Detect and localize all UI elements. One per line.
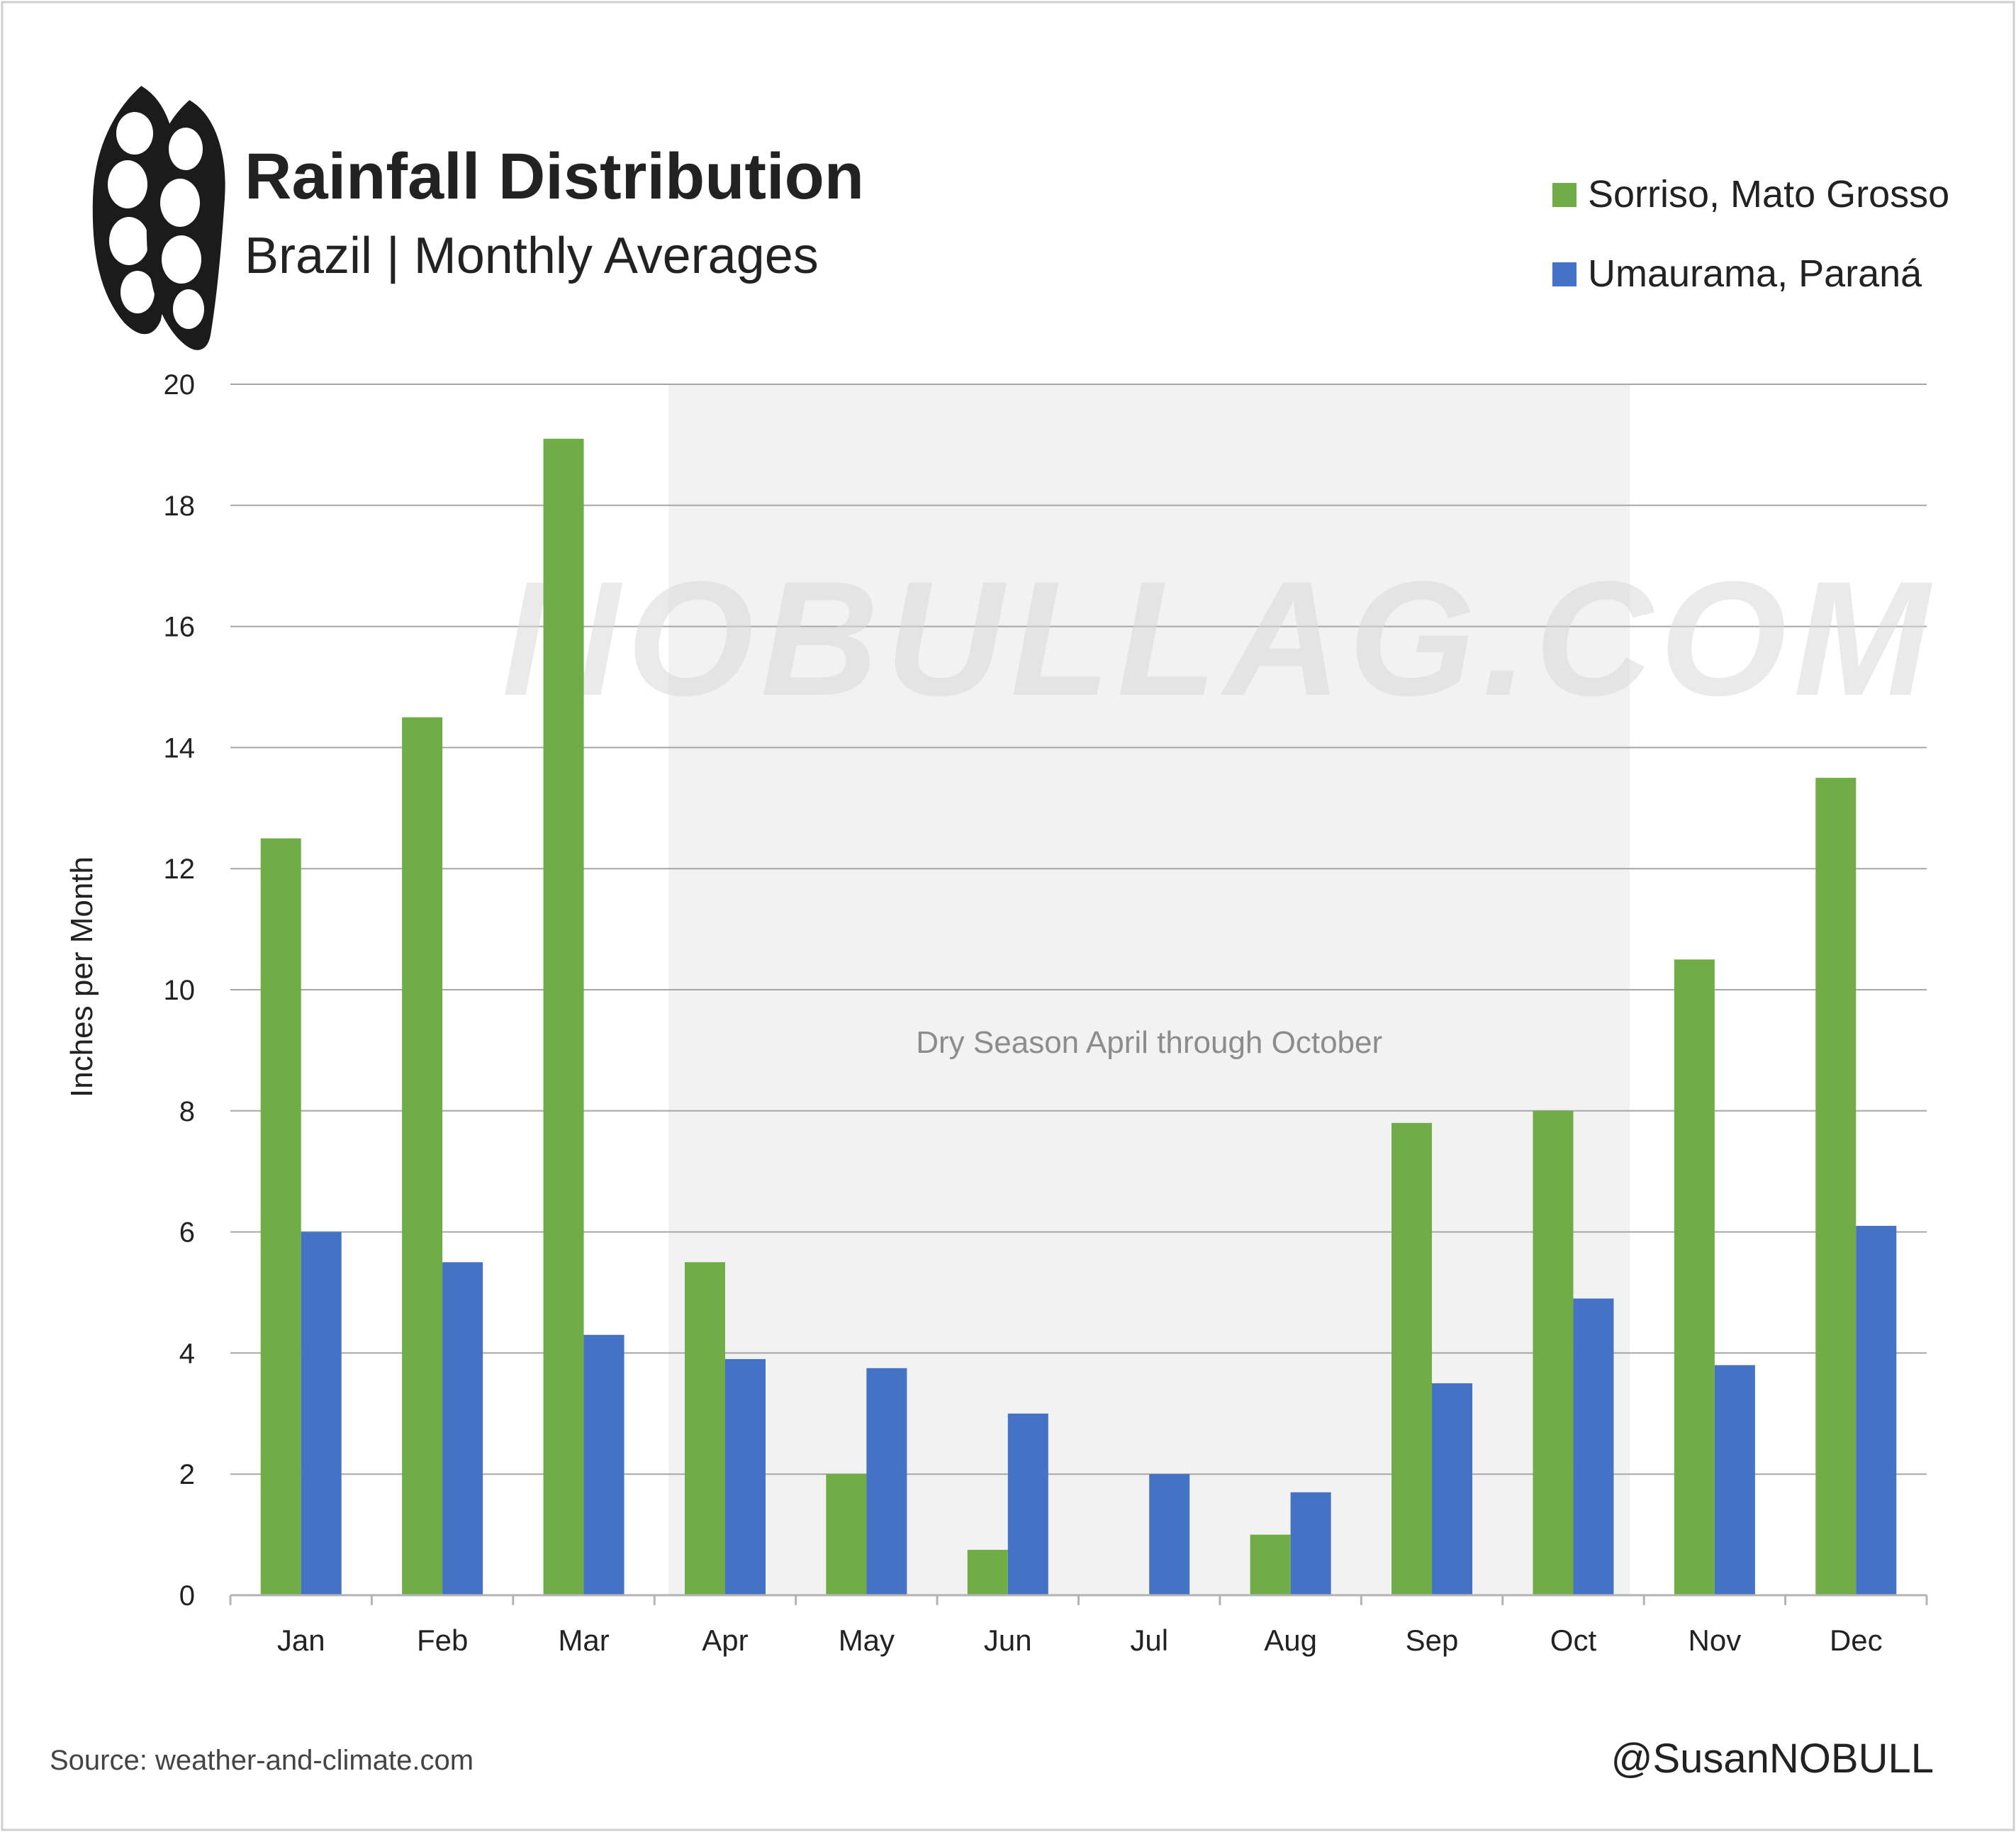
bar-umaurama-sep bbox=[1432, 1383, 1473, 1595]
x-tick-label: Jan bbox=[277, 1624, 325, 1657]
bar-umaurama-aug bbox=[1290, 1492, 1331, 1595]
x-tick-label: Apr bbox=[702, 1624, 748, 1657]
y-tick-label: 10 bbox=[164, 975, 196, 1006]
y-tick-label: 20 bbox=[164, 369, 196, 401]
axis-labels: 0 2 4 6 8 10 12 14 16 18 20 Jan Feb Mar Apr May Jun Jul Au… bbox=[164, 369, 1883, 1657]
x-tick-label: Jun bbox=[984, 1624, 1032, 1657]
bar-sorriso-nov bbox=[1674, 959, 1715, 1595]
bar-sorriso-mar bbox=[543, 438, 584, 1595]
x-tick-label: Feb bbox=[417, 1624, 468, 1657]
chart-title: Rainfall Distribution bbox=[245, 140, 864, 213]
bar-sorriso-oct bbox=[1533, 1110, 1574, 1595]
soybean-pod-icon bbox=[92, 86, 225, 350]
chart-subtitle: Brazil | Monthly Averages bbox=[245, 228, 819, 284]
bar-sorriso-sep bbox=[1391, 1122, 1433, 1595]
y-tick-label: 18 bbox=[164, 491, 196, 522]
bar-umaurama-nov bbox=[1714, 1365, 1755, 1595]
dry-season-annotation: Dry Season April through October bbox=[916, 1025, 1382, 1060]
gridlines bbox=[230, 384, 1927, 1475]
x-tick-label: May bbox=[839, 1624, 895, 1657]
bar-sorriso-aug bbox=[1250, 1534, 1291, 1595]
bar-umaurama-jul bbox=[1149, 1474, 1190, 1595]
bar-umaurama-mar bbox=[583, 1334, 625, 1595]
x-tick-label: Jul bbox=[1130, 1624, 1168, 1657]
y-axis-title: Inches per Month bbox=[65, 856, 99, 1097]
watermark-text: NOBULLAG.COM bbox=[502, 547, 1937, 730]
legend: Sorriso, Mato Grosso Umaurama, Paraná bbox=[1552, 173, 1949, 295]
x-tick-label: Aug bbox=[1264, 1624, 1317, 1657]
legend-label-umaurama: Umaurama, Paraná bbox=[1588, 252, 1922, 295]
x-tick-label: Nov bbox=[1689, 1624, 1742, 1657]
y-tick-label: 6 bbox=[179, 1217, 195, 1249]
y-tick-label: 16 bbox=[164, 612, 196, 643]
bar-umaurama-may bbox=[866, 1368, 907, 1595]
x-tick-label: Sep bbox=[1406, 1624, 1459, 1657]
bar-umaurama-feb bbox=[442, 1262, 483, 1595]
axes bbox=[229, 1594, 1928, 1605]
legend-label-sorriso: Sorriso, Mato Grosso bbox=[1588, 173, 1949, 216]
x-tick-label: Dec bbox=[1830, 1624, 1883, 1657]
bar-sorriso-apr bbox=[684, 1262, 725, 1595]
y-tick-label: 4 bbox=[179, 1338, 195, 1369]
bars bbox=[260, 438, 1897, 1596]
y-tick-label: 0 bbox=[179, 1580, 195, 1612]
bar-sorriso-dec bbox=[1815, 778, 1857, 1595]
y-tick-label: 12 bbox=[164, 854, 196, 885]
legend-swatch-sorriso bbox=[1552, 183, 1577, 207]
bar-sorriso-jun bbox=[967, 1549, 1008, 1595]
x-tick-label: Mar bbox=[558, 1624, 609, 1657]
bar-sorriso-jan bbox=[260, 838, 301, 1595]
y-tick-label: 2 bbox=[179, 1459, 195, 1490]
bar-umaurama-apr bbox=[724, 1358, 766, 1595]
pod-right bbox=[146, 100, 225, 350]
source-note: Source: weather-and-climate.com bbox=[50, 1745, 474, 1776]
bar-sorriso-feb bbox=[402, 717, 443, 1596]
author-handle: @SusanNOBULL bbox=[1611, 1736, 1934, 1782]
y-tick-label: 14 bbox=[164, 732, 196, 764]
y-tick-label: 8 bbox=[179, 1096, 195, 1127]
bar-umaurama-jun bbox=[1007, 1413, 1048, 1595]
legend-swatch-umaurama bbox=[1552, 262, 1577, 286]
bar-umaurama-dec bbox=[1856, 1226, 1897, 1595]
bar-umaurama-jan bbox=[301, 1231, 342, 1595]
bar-sorriso-may bbox=[826, 1474, 867, 1595]
bar-umaurama-oct bbox=[1573, 1298, 1614, 1595]
x-tick-label: Oct bbox=[1550, 1624, 1597, 1657]
